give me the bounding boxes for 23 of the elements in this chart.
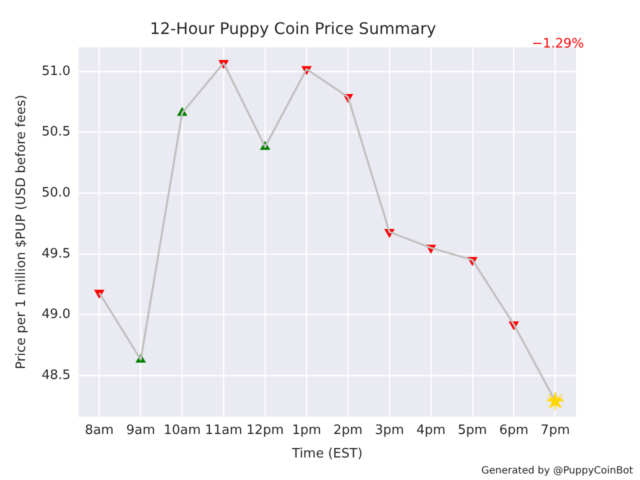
x-tick-label: 8am (84, 422, 114, 438)
chart-title: 12-Hour Puppy Coin Price Summary (150, 18, 436, 38)
x-tick-label: 2pm (333, 422, 363, 438)
x-axis-title: Time (EST) (291, 446, 363, 462)
x-tick-label: 5pm (458, 422, 487, 438)
y-tick-label: 49.5 (42, 246, 71, 262)
x-tick-label: 1pm (292, 422, 322, 438)
x-tick-label: 11am (205, 422, 242, 438)
y-tick-label: 49.0 (42, 307, 71, 322)
y-axis-title: Price per 1 million $PUP (USD before fees) (14, 94, 30, 370)
y-tick-label: 51.0 (42, 64, 71, 79)
x-tick-label: 9am (126, 422, 156, 438)
x-tick-label: 6pm (499, 422, 528, 438)
x-tick-label: 4pm (416, 422, 446, 438)
y-tick-label: 50.0 (42, 185, 71, 200)
y-tick-label: 48.5 (42, 368, 71, 383)
x-tick-label: 7pm (540, 422, 570, 438)
x-tick-label: 3pm (374, 422, 404, 438)
y-tick-label: 50.5 (42, 124, 71, 140)
text: Generated by @PuppyCoinBot (481, 466, 634, 477)
annotation: −1.29% (532, 36, 584, 52)
x-tick-label: 12pm (246, 422, 284, 438)
x-tick-label: 10am (164, 422, 201, 438)
